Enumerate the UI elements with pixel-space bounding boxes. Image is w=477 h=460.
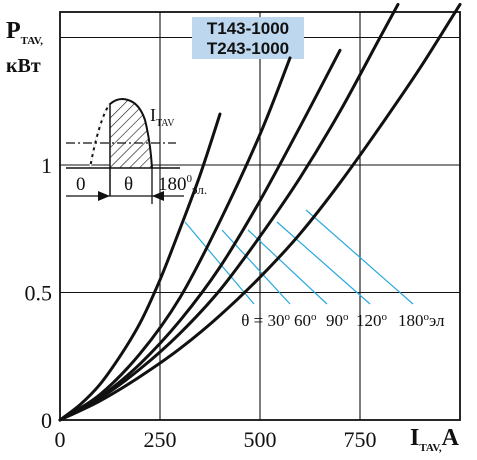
x-tick-label: 750 (344, 427, 377, 452)
leader-line-90 (247, 229, 328, 305)
y-axis-title: PTAV, (6, 18, 43, 47)
x-tick-label: 250 (144, 427, 177, 452)
model-label-line-2: T243-1000 (207, 39, 289, 58)
leader-line-180 (305, 209, 414, 305)
series-label-30: θ = 30о (241, 311, 290, 330)
series-label-180: 180оэл (398, 311, 445, 330)
leader-line-120 (276, 221, 371, 305)
series-curves (58, 2, 462, 422)
series-label-120: 120о (356, 311, 388, 330)
inset-arrow-right (98, 191, 110, 201)
series-curve-30 (58, 112, 222, 422)
x-axis-title: ITAV,A (410, 425, 460, 454)
model-label-line-1: T143-1000 (207, 19, 289, 38)
series-label-60: 60о (294, 311, 317, 330)
series-curve-120 (58, 2, 400, 422)
plot-frame (59, 11, 461, 421)
series-curve-180 (58, 2, 462, 422)
series-curve-60 (58, 56, 292, 422)
leader-line-30 (184, 221, 255, 305)
inset-theta-label: θ (124, 174, 133, 195)
inset-zero-label: 0 (76, 174, 86, 195)
x-tick-label: 0 (55, 427, 66, 452)
series-label-90: 90о (326, 311, 349, 330)
leader-line-60 (221, 229, 291, 305)
inset-end-label: 1800эл. (158, 173, 207, 197)
inset-shaded-area (110, 100, 152, 168)
y-tick-label: 0.5 (25, 281, 53, 306)
y-tick-label: 0 (41, 408, 52, 433)
y-tick-label: 1 (41, 153, 52, 178)
inset-current-label: ITAV (150, 105, 175, 129)
y-axis-unit: кВт (6, 55, 41, 77)
x-tick-label: 500 (244, 427, 277, 452)
conduction-angle-inset: ITAV 0 θ 1800эл. (66, 98, 207, 204)
tick-labels: 0 250 500 750 0 0.5 1 (25, 153, 377, 452)
inset-arrow-left (152, 191, 164, 201)
series-labels: θ = 30о 60о 90о 120о 180оэл (241, 311, 445, 330)
inset-waveform-leading (89, 103, 111, 169)
series-leader-lines (184, 209, 414, 305)
model-label-box (192, 17, 304, 59)
